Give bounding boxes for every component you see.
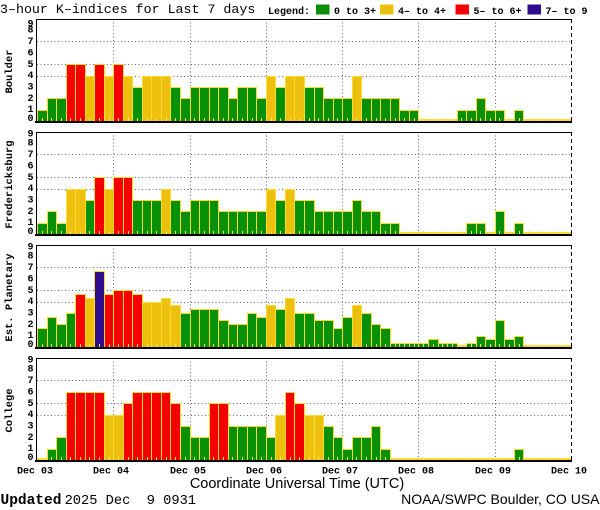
svg-text:2025 Dec 9 0931: 2025 Dec 9 0931	[65, 494, 196, 509]
svg-text:Dec 07: Dec 07	[322, 467, 358, 478]
svg-text:7: 7	[27, 37, 33, 48]
svg-text:0: 0	[27, 114, 33, 125]
svg-text:4: 4	[27, 297, 33, 308]
svg-text:1: 1	[27, 331, 33, 342]
svg-text:Boulder: Boulder	[4, 49, 16, 93]
svg-text:8: 8	[27, 139, 33, 150]
svg-text:5: 5	[27, 286, 33, 297]
svg-text:6: 6	[27, 274, 33, 285]
svg-text:3: 3	[27, 309, 33, 320]
svg-text:2: 2	[27, 207, 33, 218]
svg-text:7– to 9: 7– to 9	[546, 7, 588, 18]
svg-text:Dec 08: Dec 08	[398, 467, 434, 478]
svg-text:7: 7	[27, 150, 33, 161]
svg-text:Legend:: Legend:	[268, 6, 310, 18]
svg-text:1: 1	[27, 218, 33, 229]
svg-text:College: College	[4, 388, 16, 432]
svg-text:Updated: Updated	[1, 493, 62, 509]
svg-text:5: 5	[27, 173, 33, 184]
svg-text:5: 5	[27, 399, 33, 410]
svg-text:9: 9	[27, 356, 33, 367]
svg-text:9: 9	[27, 130, 33, 141]
svg-text:3: 3	[27, 422, 33, 433]
svg-text:4: 4	[27, 410, 33, 421]
svg-text:6: 6	[27, 387, 33, 398]
svg-text:0: 0	[27, 340, 33, 351]
svg-text:9: 9	[27, 20, 33, 31]
svg-text:8: 8	[27, 365, 33, 376]
svg-text:Dec 04: Dec 04	[93, 467, 129, 478]
svg-text:2: 2	[27, 94, 33, 105]
svg-text:Dec 09: Dec 09	[475, 467, 511, 478]
svg-text:2: 2	[27, 320, 33, 331]
svg-text:0 to 3+: 0 to 3+	[334, 7, 376, 18]
svg-text:1: 1	[27, 105, 33, 116]
svg-text:3–hour K–indices for Last 7 da: 3–hour K–indices for Last 7 days	[0, 2, 255, 17]
svg-text:6: 6	[27, 48, 33, 59]
svg-text:4: 4	[27, 184, 33, 195]
svg-text:Est. Planetary: Est. Planetary	[4, 253, 16, 342]
svg-text:Dec 06: Dec 06	[246, 467, 282, 478]
svg-text:8: 8	[27, 252, 33, 263]
svg-text:Dec 10: Dec 10	[551, 467, 587, 478]
svg-text:7: 7	[27, 263, 33, 274]
svg-text:1: 1	[27, 444, 33, 455]
svg-text:6: 6	[27, 161, 33, 172]
svg-text:7: 7	[27, 376, 33, 387]
svg-text:8: 8	[27, 26, 33, 37]
svg-text:Fredericksburg: Fredericksburg	[4, 140, 16, 228]
svg-text:9: 9	[27, 243, 33, 254]
svg-text:Coordinate Universal Time (UTC: Coordinate Universal Time (UTC)	[190, 476, 404, 492]
svg-text:2: 2	[27, 433, 33, 444]
svg-text:Dec 03: Dec 03	[17, 467, 53, 478]
svg-text:3: 3	[27, 83, 33, 94]
svg-text:0: 0	[27, 453, 33, 464]
svg-text:4– to 4+: 4– to 4+	[398, 7, 446, 18]
svg-text:4: 4	[27, 71, 33, 82]
svg-text:5: 5	[27, 60, 33, 71]
svg-text:3: 3	[27, 196, 33, 207]
svg-text:0: 0	[27, 227, 33, 238]
svg-text:5– to 6+: 5– to 6+	[474, 7, 522, 18]
svg-text:NOAA/SWPC Boulder, CO USA: NOAA/SWPC Boulder, CO USA	[401, 491, 600, 507]
svg-text:Dec 05: Dec 05	[170, 467, 206, 478]
